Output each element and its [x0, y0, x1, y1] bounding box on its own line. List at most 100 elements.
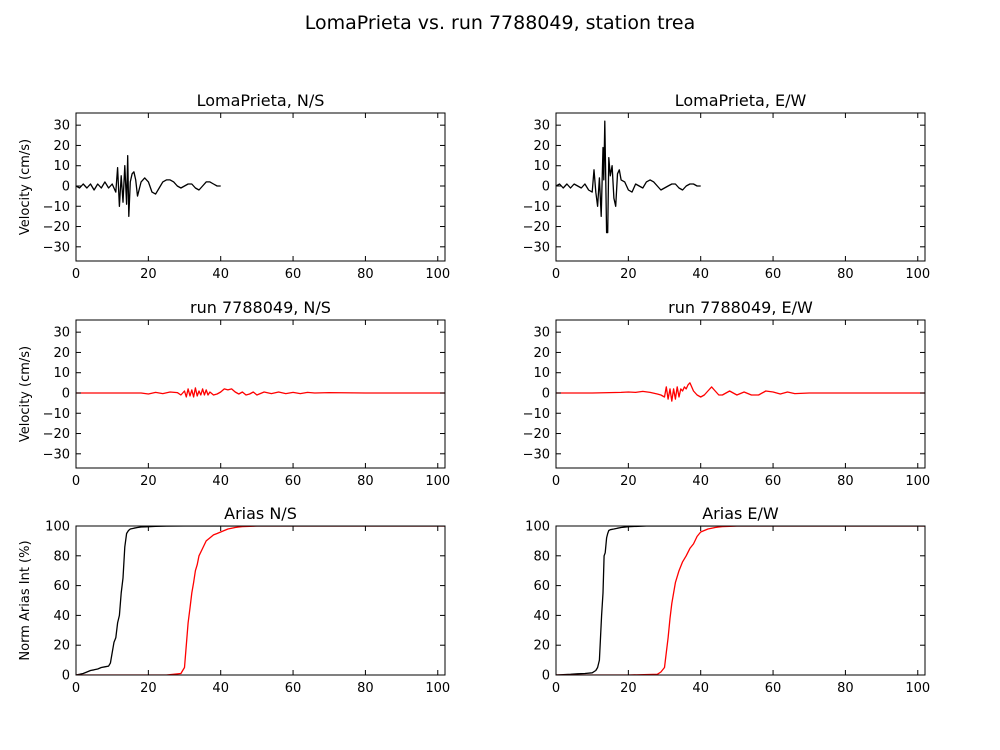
panel-run-ns-ytick-label: −10: [43, 407, 70, 422]
panel-loma-ns-xtick-label: 100: [425, 267, 450, 282]
panel-run-ew-series-0-line: [556, 382, 925, 402]
panel-run-ew-xtick-label: 40: [692, 474, 709, 489]
panel-loma-ns-ytick-label: 30: [53, 119, 70, 134]
panel-run-ns-xtick-label: 40: [212, 474, 229, 489]
panel-run-ew-title: run 7788049, E/W: [668, 298, 813, 317]
panel-loma-ns-title: LomaPrieta, N/S: [197, 91, 325, 110]
panel-loma-ns-xtick-label: 60: [285, 267, 302, 282]
panel-arias-ew-ytick-label: 40: [533, 609, 550, 624]
panel-loma-ns-series-0-line: [76, 154, 221, 218]
panel-loma-ew-xtick-label: 100: [905, 267, 930, 282]
figure-title: LomaPrieta vs. run 7788049, station trea: [305, 12, 696, 34]
panel-arias-ns-ytick-label: 60: [53, 579, 70, 594]
panel-run-ew-ytick-label: −20: [523, 427, 550, 442]
panel-arias-ew-ytick-label: 60: [533, 579, 550, 594]
panel-arias-ew-series-0-line: [556, 526, 925, 675]
panel-loma-ew-series-0-line: [556, 120, 701, 234]
panel-run-ew-xtick-label: 60: [765, 474, 782, 489]
panel-loma-ns-xtick-label: 0: [72, 267, 80, 282]
panel-loma-ew: 0 20 40 60 80 1003020100−10−20−30LomaPrieta, …: [523, 91, 931, 282]
panel-loma-ew-title: LomaPrieta, E/W: [675, 91, 807, 110]
panel-loma-ns-axes-frame: [75, 112, 446, 262]
panel-arias-ew-xtick-label: 60: [765, 681, 782, 696]
panel-loma-ew-ytick-label: −10: [523, 200, 550, 215]
panel-arias-ew-xtick-label: 100: [905, 681, 930, 696]
panel-arias-ns-axes-frame: [75, 525, 446, 676]
panel-run-ns-xtick-label: 0: [72, 474, 80, 489]
panel-run-ns-ytick-label: 0: [62, 386, 70, 401]
panel-arias-ns-ylabel: Norm Arias Int (%): [18, 540, 33, 660]
panel-run-ns-xtick-label: 80: [357, 474, 374, 489]
panel-loma-ew-xtick-label: 80: [837, 267, 854, 282]
panel-arias-ns-series-1-line: [76, 526, 445, 675]
panel-arias-ns-ytick-label: 80: [53, 549, 70, 564]
panel-loma-ew-ytick-label: 10: [533, 159, 550, 174]
panel-run-ew-ytick-label: 0: [542, 386, 550, 401]
panel-arias-ew-xtick-label: 0: [552, 681, 560, 696]
panel-loma-ew-axes-frame: [555, 112, 926, 262]
panel-run-ew-ytick-label: 20: [533, 346, 550, 361]
panel-loma-ns-ytick-label: −10: [43, 200, 70, 215]
panel-loma-ns-ytick-label: −30: [43, 240, 70, 255]
panel-run-ns-xtick-label: 20: [140, 474, 157, 489]
panel-loma-ns-ytick-label: 20: [53, 139, 70, 154]
panel-run-ew-ytick-label: −10: [523, 407, 550, 422]
panel-run-ew-xtick-label: 80: [837, 474, 854, 489]
panel-arias-ns-xtick-label: 60: [285, 681, 302, 696]
panel-arias-ew: 0 20 40 60 80 100 100 80 60 40 20 0 Arias E/W: [525, 504, 930, 696]
panel-run-ns-ytick-label: −30: [43, 447, 70, 462]
panel-loma-ew-ytick-label: 30: [533, 119, 550, 134]
panel-arias-ns-xtick-label: 80: [357, 681, 374, 696]
panel-loma-ew-ytick-label: −20: [523, 220, 550, 235]
panel-arias-ns-ytick-label: 100: [45, 520, 70, 535]
panel-arias-ew-xtick-label: 40: [692, 681, 709, 696]
panel-arias-ew-ytick-label: 20: [533, 639, 550, 654]
panel-arias-ew-xtick-label: 80: [837, 681, 854, 696]
panel-loma-ew-xtick-label: 60: [765, 267, 782, 282]
panel-arias-ns-xtick-label: 40: [212, 681, 229, 696]
panel-loma-ns-ylabel: Velocity (cm/s): [18, 139, 33, 235]
panel-arias-ns-ytick-label: 0: [62, 669, 70, 684]
panel-run-ns-title: run 7788049, N/S: [190, 298, 331, 317]
panel-run-ns-xtick-label: 60: [285, 474, 302, 489]
panel-run-ns-ytick-label: 30: [53, 326, 70, 341]
panel-loma-ns: 0 20 40 60 80 1003020100−10−20−30LomaPrieta, …: [18, 91, 450, 282]
panel-arias-ns: 0 20 40 60 80 100 100 80 60 40 20 0 Arias N/S Norm Ar…: [18, 504, 450, 696]
panel-arias-ew-ytick-label: 0: [542, 669, 550, 684]
panel-run-ew-xtick-label: 20: [620, 474, 637, 489]
panel-run-ns-ytick-label: 10: [53, 366, 70, 381]
panel-arias-ew-axes-frame: [555, 525, 926, 676]
panel-run-ns-ylabel: Velocity (cm/s): [18, 346, 33, 442]
panel-loma-ns-ytick-label: −20: [43, 220, 70, 235]
panel-loma-ew-ytick-label: −30: [523, 240, 550, 255]
panel-arias-ns-ytick-label: 20: [53, 639, 70, 654]
panel-arias-ew-series-1-line: [556, 526, 925, 675]
panel-loma-ew-xtick-label: 0: [552, 267, 560, 282]
panel-loma-ew-ytick-label: 0: [542, 179, 550, 194]
panel-arias-ew-xtick-label: 20: [620, 681, 637, 696]
panel-run-ns-series-0-line: [76, 387, 445, 398]
panel-loma-ew-xtick-label: 20: [620, 267, 637, 282]
panel-run-ew-ytick-label: 30: [533, 326, 550, 341]
panel-arias-ew-ytick-label: 100: [525, 520, 550, 535]
panel-arias-ns-xtick-label: 100: [425, 681, 450, 696]
panel-run-ns-axes-frame: [75, 319, 446, 469]
panel-run-ew-xtick-label: 100: [905, 474, 930, 489]
panel-run-ns-xtick-label: 100: [425, 474, 450, 489]
panel-run-ns-ytick-label: 20: [53, 346, 70, 361]
panel-loma-ew-xtick-label: 40: [692, 267, 709, 282]
panel-loma-ns-xtick-label: 40: [212, 267, 229, 282]
panel-arias-ns-xtick-label: 0: [72, 681, 80, 696]
panel-run-ew-axes-frame: [555, 319, 926, 469]
panel-run-ns-ytick-label: −20: [43, 427, 70, 442]
panel-loma-ew-ytick-label: 20: [533, 139, 550, 154]
panel-loma-ns-xtick-label: 20: [140, 267, 157, 282]
panel-run-ew-xtick-label: 0: [552, 474, 560, 489]
panel-arias-ns-xtick-label: 20: [140, 681, 157, 696]
panel-loma-ns-ytick-label: 0: [62, 179, 70, 194]
panel-arias-ew-ytick-label: 80: [533, 549, 550, 564]
